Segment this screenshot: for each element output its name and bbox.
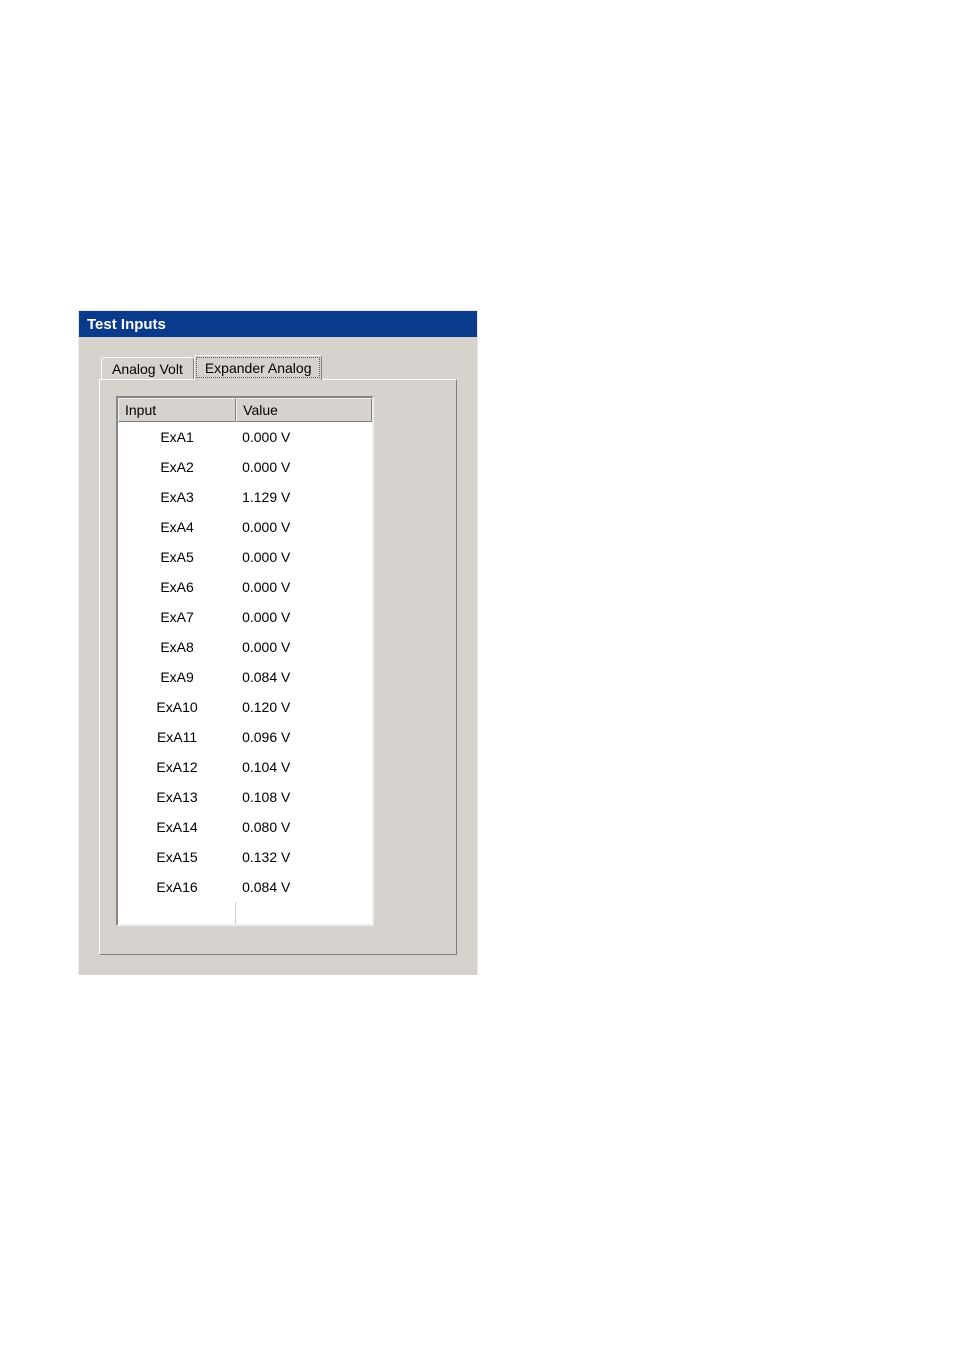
cell-input: ExA3 [118, 489, 236, 505]
cell-input: ExA6 [118, 579, 236, 595]
cell-input: ExA1 [118, 429, 236, 445]
cell-value: 0.000 V [236, 459, 372, 475]
table-row[interactable]: ExA50.000 V [118, 542, 372, 572]
table-row[interactable]: ExA140.080 V [118, 812, 372, 842]
cell-value: 0.000 V [236, 609, 372, 625]
cell-input: ExA10 [118, 699, 236, 715]
tab-pane-expander-analog: Input Value ExA10.000 VExA20.000 VExA31.… [99, 379, 457, 955]
cell-input: ExA12 [118, 759, 236, 775]
cell-value: 0.080 V [236, 819, 372, 835]
table-row[interactable]: ExA31.129 V [118, 482, 372, 512]
window-content: Analog Volt Expander Analog Input Value … [79, 337, 477, 975]
cell-value: 0.120 V [236, 699, 372, 715]
table-row[interactable]: ExA130.108 V [118, 782, 372, 812]
table-row[interactable]: ExA120.104 V [118, 752, 372, 782]
tab-expander-analog[interactable]: Expander Analog [194, 355, 323, 380]
column-header-value[interactable]: Value [236, 398, 372, 422]
cell-value: 0.132 V [236, 849, 372, 865]
table-row[interactable]: ExA80.000 V [118, 632, 372, 662]
table-row[interactable]: ExA20.000 V [118, 452, 372, 482]
cell-value: 1.129 V [236, 489, 372, 505]
cell-input: ExA4 [118, 519, 236, 535]
cell-input: ExA7 [118, 609, 236, 625]
table-header: Input Value [118, 398, 372, 422]
titlebar: Test Inputs [79, 311, 477, 337]
table-row[interactable]: ExA110.096 V [118, 722, 372, 752]
cell-input: ExA14 [118, 819, 236, 835]
cell-input: ExA9 [118, 669, 236, 685]
cell-input: ExA15 [118, 849, 236, 865]
table-row[interactable]: ExA160.084 V [118, 872, 372, 902]
table-row-empty [118, 902, 372, 924]
table-row[interactable]: ExA90.084 V [118, 662, 372, 692]
cell-input: ExA13 [118, 789, 236, 805]
cell-value: 0.084 V [236, 669, 372, 685]
table-row[interactable]: ExA40.000 V [118, 512, 372, 542]
cell-input: ExA8 [118, 639, 236, 655]
cell-input: ExA16 [118, 879, 236, 895]
cell-input: ExA11 [118, 729, 236, 745]
test-inputs-window: Test Inputs Analog Volt Expander Analog … [78, 310, 478, 975]
table-row[interactable]: ExA150.132 V [118, 842, 372, 872]
table-body: ExA10.000 VExA20.000 VExA31.129 VExA40.0… [118, 422, 372, 902]
cell-value: 0.108 V [236, 789, 372, 805]
table-row[interactable]: ExA10.000 V [118, 422, 372, 452]
cell-value: 0.000 V [236, 639, 372, 655]
window-title: Test Inputs [87, 316, 166, 333]
table-row[interactable]: ExA60.000 V [118, 572, 372, 602]
cell-value: 0.000 V [236, 519, 372, 535]
cell-value: 0.000 V [236, 549, 372, 565]
table-row[interactable]: ExA70.000 V [118, 602, 372, 632]
cell-value: 0.000 V [236, 579, 372, 595]
cell-value: 0.104 V [236, 759, 372, 775]
cell-input: ExA2 [118, 459, 236, 475]
table-row[interactable]: ExA100.120 V [118, 692, 372, 722]
column-header-input[interactable]: Input [118, 398, 236, 422]
tabs: Analog Volt Expander Analog [101, 355, 457, 380]
cell-value: 0.000 V [236, 429, 372, 445]
cell-input: ExA5 [118, 549, 236, 565]
cell-value: 0.096 V [236, 729, 372, 745]
inputs-table: Input Value ExA10.000 VExA20.000 VExA31.… [116, 396, 374, 926]
cell-value: 0.084 V [236, 879, 372, 895]
